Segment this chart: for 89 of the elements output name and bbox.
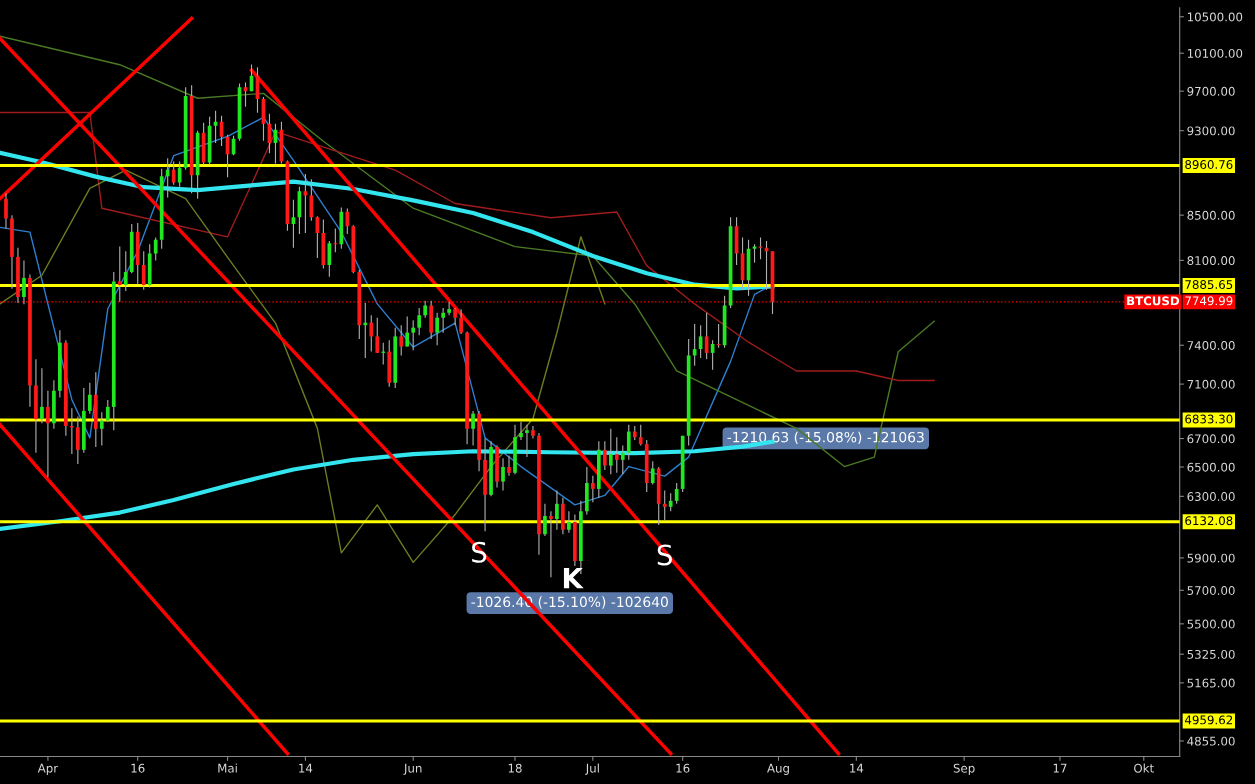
candlestick bbox=[471, 410, 475, 447]
candlestick bbox=[345, 207, 350, 235]
candlestick bbox=[333, 227, 338, 253]
line-series bbox=[0, 111, 935, 382]
candlestick bbox=[99, 411, 104, 447]
candlestick bbox=[405, 315, 410, 348]
candlestick bbox=[117, 246, 122, 303]
candlestick bbox=[501, 457, 505, 491]
candlestick bbox=[650, 460, 655, 486]
x-tick-label: 14 bbox=[850, 763, 864, 773]
candlestick bbox=[105, 399, 110, 423]
x-tick-label: Jun bbox=[403, 763, 422, 775]
y-tick-label: 5165.00 bbox=[1187, 678, 1235, 688]
candlestick bbox=[555, 489, 559, 531]
candlestick bbox=[549, 510, 553, 578]
candlestick bbox=[531, 425, 535, 440]
candlestick bbox=[375, 317, 380, 354]
candlestick bbox=[123, 250, 128, 292]
candlestick bbox=[692, 323, 697, 367]
y-tick-label: 10100.00 bbox=[1187, 48, 1243, 58]
candlestick bbox=[662, 489, 667, 522]
candlestick bbox=[40, 367, 44, 424]
x-tick-label: 18 bbox=[508, 763, 522, 773]
candlestick bbox=[507, 454, 511, 477]
candlestick bbox=[46, 390, 50, 478]
ref-line-label: 7749.99 bbox=[1185, 296, 1233, 306]
y-tick-label: 10500.00 bbox=[1187, 12, 1243, 22]
ref-line-label: 8960.76 bbox=[1185, 160, 1233, 169]
candlestick bbox=[165, 157, 170, 199]
y-tick-label: 5325.00 bbox=[1187, 649, 1235, 659]
y-tick-label: 6300.00 bbox=[1187, 492, 1235, 501]
candlestick bbox=[638, 424, 643, 447]
candlestick bbox=[22, 259, 26, 305]
y-tick-label: 6500.00 bbox=[1187, 462, 1235, 472]
x-tick-label: Apr bbox=[37, 763, 59, 775]
candlestick bbox=[417, 307, 422, 336]
candlestick bbox=[590, 475, 595, 503]
annotation: K bbox=[563, 568, 584, 589]
x-tick-label: Aug bbox=[767, 763, 789, 775]
candlestick bbox=[153, 236, 158, 261]
candlestick bbox=[171, 160, 176, 186]
y-tick-label: 7400.00 bbox=[1187, 340, 1235, 350]
y-tick-label: 8500.00 bbox=[1187, 210, 1235, 220]
x-tick-label: 16 bbox=[676, 763, 690, 773]
candlestick bbox=[141, 250, 146, 291]
candlestick bbox=[602, 440, 607, 471]
candlestick bbox=[626, 424, 631, 461]
ref-line-label: 6833.30 bbox=[1185, 414, 1233, 424]
candlestick bbox=[399, 324, 404, 357]
candlestick bbox=[441, 307, 445, 334]
candlestick bbox=[674, 482, 679, 505]
y-tick-label: 5700.00 bbox=[1187, 586, 1235, 595]
x-tick-label: Sep bbox=[953, 763, 975, 775]
candlestick bbox=[608, 428, 613, 475]
candlestick bbox=[567, 510, 571, 534]
x-tick-label: Mai bbox=[218, 763, 237, 773]
ref-line-label: 4959.62 bbox=[1185, 715, 1233, 725]
x-tick-label: 16 bbox=[131, 763, 145, 773]
candlestick bbox=[525, 424, 529, 458]
annotation: BTCUSD bbox=[1127, 296, 1180, 306]
candlestick bbox=[543, 503, 547, 537]
y-tick-label: 6700.00 bbox=[1187, 434, 1235, 444]
candlestick bbox=[435, 312, 439, 346]
ref-line-label: 6132.08 bbox=[1185, 516, 1233, 526]
candlestick bbox=[177, 160, 182, 188]
candlestick bbox=[411, 319, 416, 351]
candlestick bbox=[75, 415, 80, 465]
candlestick bbox=[519, 421, 523, 441]
candlestick bbox=[369, 314, 374, 353]
candlestick bbox=[4, 192, 8, 230]
x-tick-label: 14 bbox=[299, 763, 313, 773]
y-tick-label: 5900.00 bbox=[1187, 553, 1235, 563]
line-series bbox=[0, 35, 935, 468]
x-tick-label: Okt bbox=[1134, 763, 1154, 773]
y-tick-label: 4855.00 bbox=[1187, 736, 1235, 746]
y-tick-label: 9700.00 bbox=[1187, 86, 1235, 96]
candlestick bbox=[614, 436, 619, 474]
y-tick-label: 7100.00 bbox=[1187, 379, 1235, 389]
candlestick bbox=[447, 301, 451, 316]
candlestick bbox=[459, 308, 463, 335]
candlestick bbox=[87, 382, 92, 415]
y-tick-label: 5500.00 bbox=[1187, 619, 1235, 629]
candlestick bbox=[620, 445, 625, 475]
x-tick-label: 17 bbox=[1053, 763, 1067, 773]
ref-line-label: 7885.65 bbox=[1185, 280, 1233, 289]
y-tick-label: 8100.00 bbox=[1187, 256, 1235, 266]
y-tick-label: 9300.00 bbox=[1187, 126, 1235, 136]
line-series bbox=[0, 169, 606, 564]
x-tick-label: Jul bbox=[585, 763, 599, 775]
